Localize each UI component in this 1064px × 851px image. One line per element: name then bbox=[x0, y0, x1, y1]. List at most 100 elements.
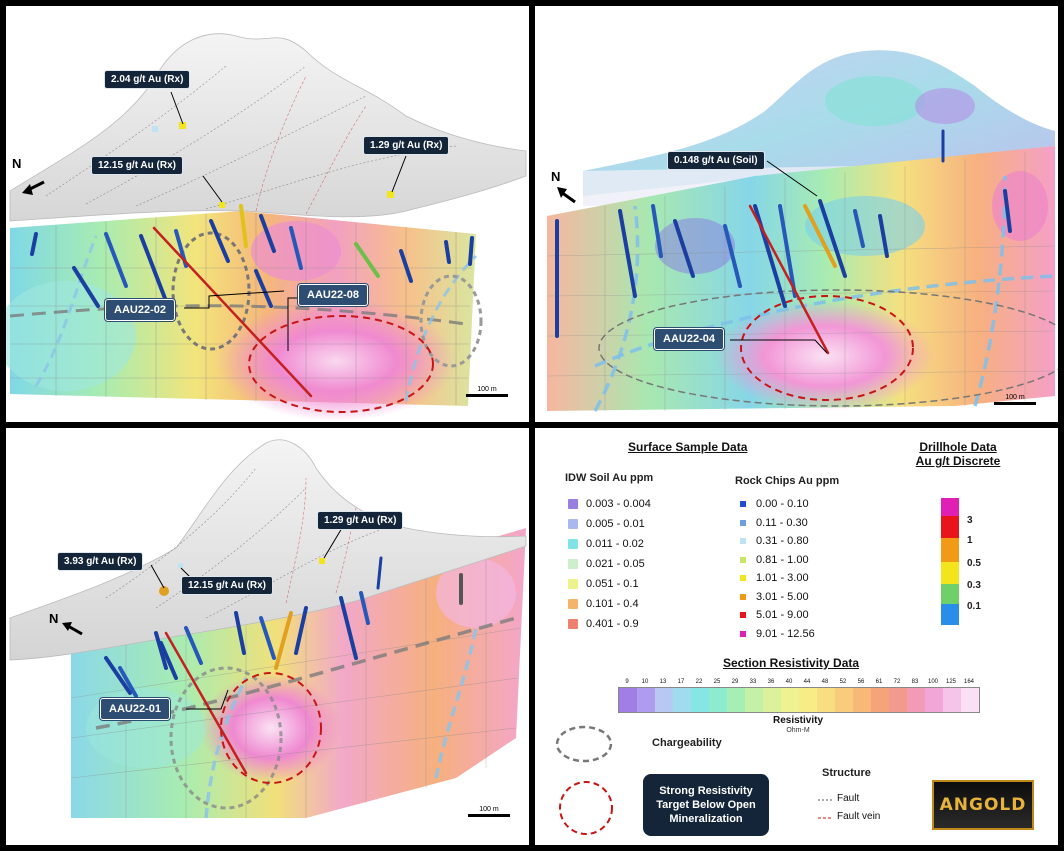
soil-legend-label: 0.051 - 0.1 bbox=[586, 578, 639, 590]
soil-legend-item: 0.003 - 0.004 bbox=[568, 498, 651, 510]
resistivity-tick-label: 100 bbox=[927, 679, 939, 685]
resistivity-tick-label: 83 bbox=[911, 679, 919, 685]
target-line-1: Strong Resistivity bbox=[659, 785, 753, 797]
resistivity-tick-label: 61 bbox=[875, 679, 883, 685]
target-line-3: Mineralization bbox=[669, 813, 743, 825]
drillhole-label: AAU22-04 bbox=[654, 328, 724, 350]
resistivity-tick-label: 17 bbox=[677, 679, 685, 685]
target-box: Strong Resistivity Target Below Open Min… bbox=[643, 774, 769, 836]
soil-swatch bbox=[568, 539, 578, 549]
resistivity-tick-label: 9 bbox=[625, 679, 629, 685]
structure-title: Structure bbox=[822, 767, 871, 779]
rock-swatch bbox=[740, 612, 746, 618]
fault-vein-label: Fault vein bbox=[837, 811, 881, 822]
rock-legend-item: 1.01 - 3.00 bbox=[740, 572, 809, 584]
resistivity-tick-label: 10 bbox=[641, 679, 649, 685]
soil-legend-item: 0.401 - 0.9 bbox=[568, 618, 639, 630]
resistivity-tick-label: 13 bbox=[659, 679, 667, 685]
rock-swatch bbox=[740, 593, 746, 600]
rock-legend-item: 3.01 - 5.00 bbox=[740, 591, 809, 603]
soil-legend-label: 0.003 - 0.004 bbox=[586, 498, 651, 510]
resistivity-title: Section Resistivity Data bbox=[723, 656, 860, 670]
resistivity-tick-label: 164 bbox=[963, 679, 975, 685]
soil-legend-label: 0.021 - 0.05 bbox=[586, 558, 645, 570]
rock-legend-title: Rock Chips Au ppm bbox=[735, 475, 840, 487]
sample-callout: 12.15 g/t Au (Rx) bbox=[181, 576, 273, 595]
resistivity-tick-label: 48 bbox=[821, 679, 829, 685]
rock-swatch bbox=[740, 538, 746, 544]
scale-label: 100 m bbox=[1005, 394, 1025, 401]
target-line-2: Target Below Open bbox=[656, 799, 756, 811]
drillhole-label: AAU22-08 bbox=[298, 284, 368, 306]
rock-swatch bbox=[740, 575, 746, 581]
soil-swatch bbox=[568, 499, 578, 509]
drillhole-label: AAU22-02 bbox=[105, 299, 175, 321]
drillhole-title-line1: Drillhole Data bbox=[919, 440, 997, 454]
section-view-panel-1: 2.04 g/t Au (Rx) 12.15 g/t Au (Rx) 1.29 … bbox=[6, 6, 529, 422]
rock-legend-item: 0.11 - 0.30 bbox=[740, 517, 808, 529]
resistivity-unit: Ohm-M bbox=[786, 727, 810, 734]
soil-legend-label: 0.011 - 0.02 bbox=[586, 538, 644, 550]
rock-legend-item: 0.31 - 0.80 bbox=[740, 535, 809, 547]
resistivity-color-bar bbox=[618, 687, 980, 713]
sample-callout: 3.93 g/t Au (Rx) bbox=[57, 552, 144, 571]
scale-bar: 100 m bbox=[994, 394, 1036, 405]
section-view-1-graphic bbox=[6, 33, 527, 421]
section-view-panel-3: 3.93 g/t Au (Rx) 12.15 g/t Au (Rx) 1.29 … bbox=[6, 428, 529, 845]
scale-bar: 100 m bbox=[466, 386, 508, 397]
sample-callout: 1.29 g/t Au (Rx) bbox=[363, 136, 450, 155]
resistivity-tick-label: 29 bbox=[731, 679, 739, 685]
rock-legend-label: 1.01 - 3.00 bbox=[756, 572, 809, 584]
rock-legend-label: 9.01 - 12.56 bbox=[756, 627, 815, 640]
resistivity-label: Resistivity bbox=[772, 715, 824, 726]
sample-callout: 12.15 g/t Au (Rx) bbox=[91, 156, 183, 175]
resistivity-ticks: 9 10 13 17 22 25 29 33 36 40 44 48 52 56 61 72 83 100 125 1… bbox=[618, 679, 978, 687]
soil-legend-label: 0.005 - 0.01 bbox=[586, 518, 645, 530]
drillhole-value: 1 bbox=[967, 535, 973, 546]
scale-bar: 100 m bbox=[468, 806, 510, 817]
drillhole-value: 0.5 bbox=[967, 558, 981, 569]
soil-swatch bbox=[568, 559, 578, 569]
drillhole-label: AAU22-01 bbox=[100, 698, 170, 720]
rock-legend-item: 9.01 - 12.56 bbox=[740, 628, 815, 640]
section-view-panel-2: 0.148 g/t Au (Soil) AAU22-04 N 100 m bbox=[535, 6, 1058, 422]
resistivity-tick-label: 33 bbox=[749, 679, 757, 685]
rock-legend-item: 0.00 - 0.10 bbox=[740, 498, 809, 510]
soil-legend-item: 0.021 - 0.05 bbox=[568, 558, 645, 570]
rock-legend-item: 5.01 - 9.00 bbox=[740, 609, 809, 621]
north-label: N bbox=[12, 156, 22, 171]
resistivity-tick-label: 36 bbox=[767, 679, 775, 685]
scale-label: 100 m bbox=[479, 806, 499, 813]
legend-panel: Surface Sample Data Drillhole Data Au g/… bbox=[535, 428, 1058, 845]
rock-legend-label: 3.01 - 5.00 bbox=[756, 590, 809, 603]
sample-callout: 2.04 g/t Au (Rx) bbox=[104, 70, 191, 89]
rock-swatch bbox=[740, 501, 746, 507]
angold-logo: ANGOLD bbox=[932, 780, 1034, 830]
soil-legend-label: 0.101 - 0.4 bbox=[586, 598, 639, 610]
resistivity-tick-label: 72 bbox=[893, 679, 901, 685]
section-view-3-graphic bbox=[9, 439, 527, 819]
soil-legend-item: 0.101 - 0.4 bbox=[568, 598, 639, 610]
soil-swatch bbox=[568, 579, 578, 589]
soil-swatch bbox=[568, 619, 578, 629]
drillhole-color-bar bbox=[941, 498, 959, 625]
resistivity-tick-label: 25 bbox=[713, 679, 721, 685]
soil-legend-title: IDW Soil Au ppm bbox=[565, 472, 654, 484]
drillhole-title-line2: Au g/t Discrete bbox=[915, 454, 1001, 468]
soil-legend-item: 0.011 - 0.02 bbox=[568, 538, 644, 550]
section-view-2-graphic bbox=[546, 50, 1058, 412]
resistivity-tick-label: 40 bbox=[785, 679, 793, 685]
resistivity-tick-label: 125 bbox=[945, 679, 957, 685]
soil-swatch bbox=[568, 599, 578, 609]
soil-swatch bbox=[568, 519, 578, 529]
rock-legend-label: 5.01 - 9.00 bbox=[756, 609, 809, 621]
resistivity-tick-label: 22 bbox=[695, 679, 703, 685]
north-label: N bbox=[551, 169, 561, 184]
chargeability-label: Chargeability bbox=[652, 737, 722, 749]
sample-callout: 0.148 g/t Au (Soil) bbox=[667, 151, 765, 170]
resistivity-tick-label: 44 bbox=[803, 679, 811, 685]
drillhole-value: 0.1 bbox=[967, 601, 981, 612]
sample-callout: 1.29 g/t Au (Rx) bbox=[317, 511, 404, 530]
rock-legend-label: 0.00 - 0.10 bbox=[756, 498, 809, 510]
soil-legend-item: 0.005 - 0.01 bbox=[568, 518, 645, 530]
